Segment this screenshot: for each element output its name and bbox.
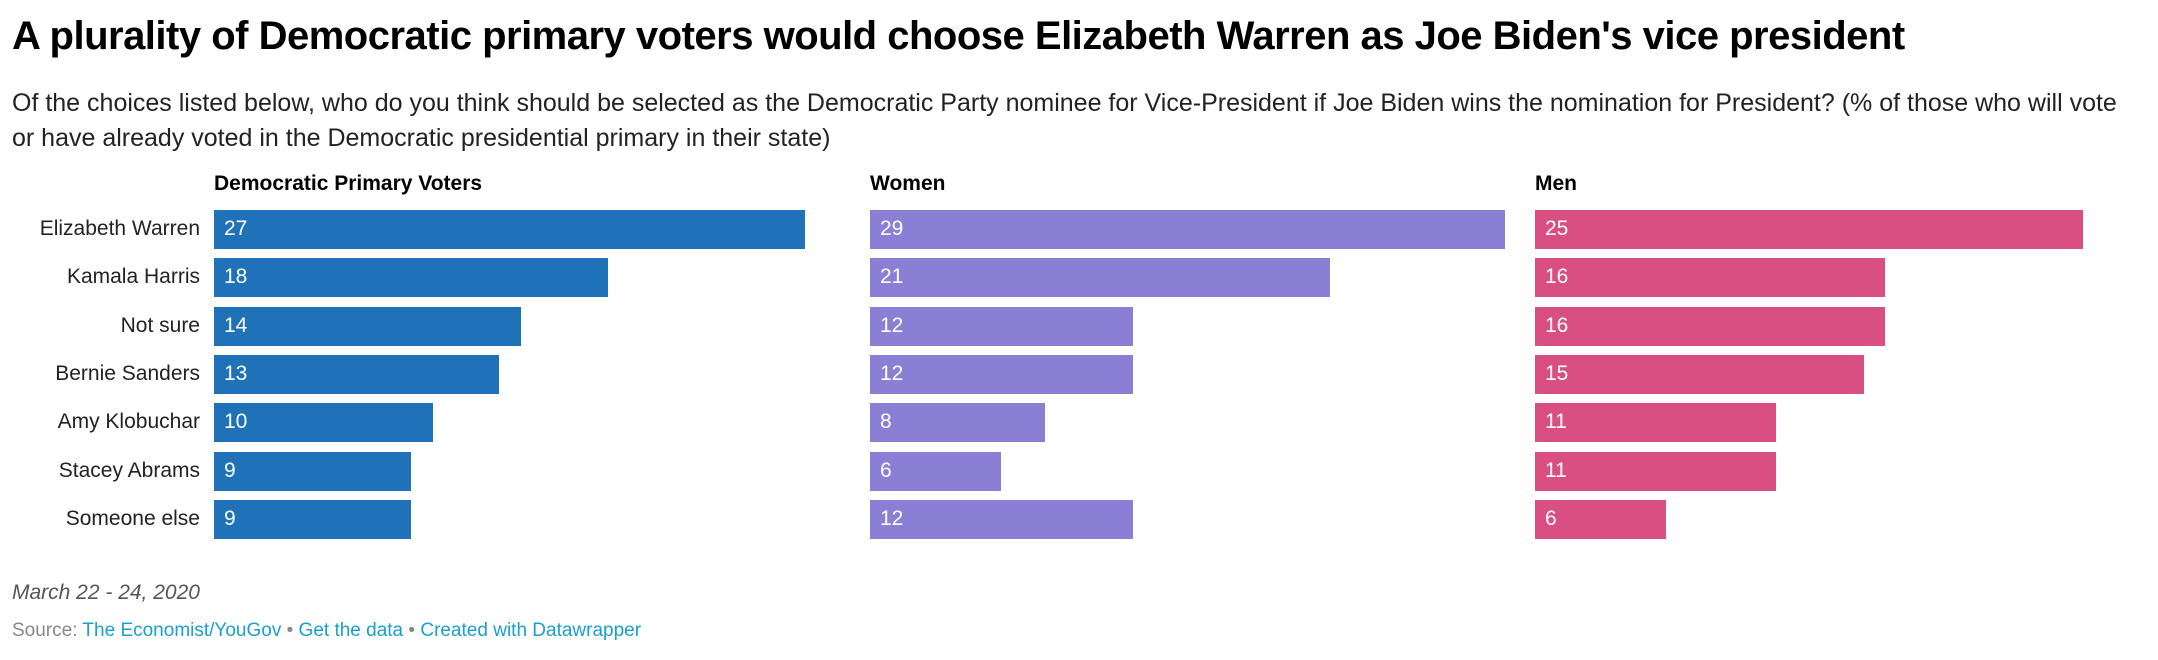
separator: • (408, 620, 416, 641)
bar-value-label: 8 (880, 410, 892, 434)
bar: 12 (870, 354, 1133, 394)
bar-value-label: 6 (1545, 506, 1557, 530)
bar: 6 (870, 451, 1002, 491)
bar-value-label: 15 (1545, 361, 1569, 385)
bar-value-label: 10 (224, 410, 248, 434)
bar: 11 (1535, 403, 1776, 443)
chart-title: A plurality of Democratic primary voters… (12, 14, 1905, 58)
bar: 13 (214, 354, 499, 394)
bar-value-label: 9 (224, 458, 236, 482)
bar: 9 (214, 499, 412, 539)
bar-value-label: 16 (1545, 265, 1569, 289)
source-label: Source: (12, 620, 78, 641)
bar: 14 (214, 306, 521, 346)
bar: 16 (1535, 258, 1886, 298)
bar: 11 (1535, 451, 1776, 491)
bar-value-label: 13 (224, 361, 248, 385)
panel-title: Democratic Primary Voters (214, 172, 483, 195)
bar-value-label: 29 (880, 217, 904, 240)
bar-value-label: 27 (224, 217, 248, 240)
bar-value-label: 16 (1545, 313, 1569, 337)
bar-value-label: 9 (224, 506, 236, 530)
date-note: March 22 - 24, 2020 (12, 581, 200, 604)
category-label: Someone else (65, 506, 200, 530)
category-label: Stacey Abrams (58, 458, 200, 482)
bar-value-label: 12 (880, 506, 904, 530)
chart-subtitle: Of the choices listed below, who do you … (12, 89, 2117, 152)
bar: 25 (1535, 210, 2083, 249)
bar: 18 (214, 258, 609, 298)
bar-value-label: 12 (880, 313, 904, 337)
source-link[interactable]: The Economist/YouGov (82, 620, 282, 641)
category-label: Amy Klobuchar (57, 410, 200, 434)
source-line: Source: The Economist/YouGov • Get the d… (12, 620, 641, 642)
bar-value-label: 11 (1545, 458, 1567, 482)
bar: 12 (870, 499, 1133, 539)
category-label: Elizabeth Warren (39, 217, 200, 240)
bar-value-label: 11 (1545, 410, 1567, 434)
bar-value-label: 21 (880, 265, 904, 289)
bar: 12 (870, 306, 1133, 346)
category-label: Not sure (120, 313, 200, 337)
bar: 16 (1535, 306, 1886, 346)
bar: 27 (214, 210, 806, 249)
category-label: Bernie Sanders (55, 361, 200, 385)
bar: 21 (870, 258, 1330, 298)
datawrapper-link[interactable]: Created with Datawrapper (420, 620, 642, 641)
bar: 8 (870, 403, 1046, 443)
get-data-link[interactable]: Get the data (298, 620, 404, 641)
category-label: Kamala Harris (66, 265, 200, 289)
panel-title: Women (870, 172, 946, 195)
bar: 6 (1535, 499, 1667, 539)
bar-value-label: 14 (224, 313, 248, 337)
bar: 10 (214, 403, 433, 443)
bar-value-label: 25 (1545, 217, 1569, 240)
bar: 29 (870, 210, 1506, 249)
separator: • (286, 620, 294, 641)
bar-value-label: 12 (880, 361, 904, 385)
bar-value-label: 18 (224, 265, 248, 289)
panel-title: Men (1535, 172, 1577, 195)
bar-value-label: 6 (880, 458, 892, 482)
bar: 9 (214, 451, 412, 491)
bar: 15 (1535, 354, 1864, 394)
